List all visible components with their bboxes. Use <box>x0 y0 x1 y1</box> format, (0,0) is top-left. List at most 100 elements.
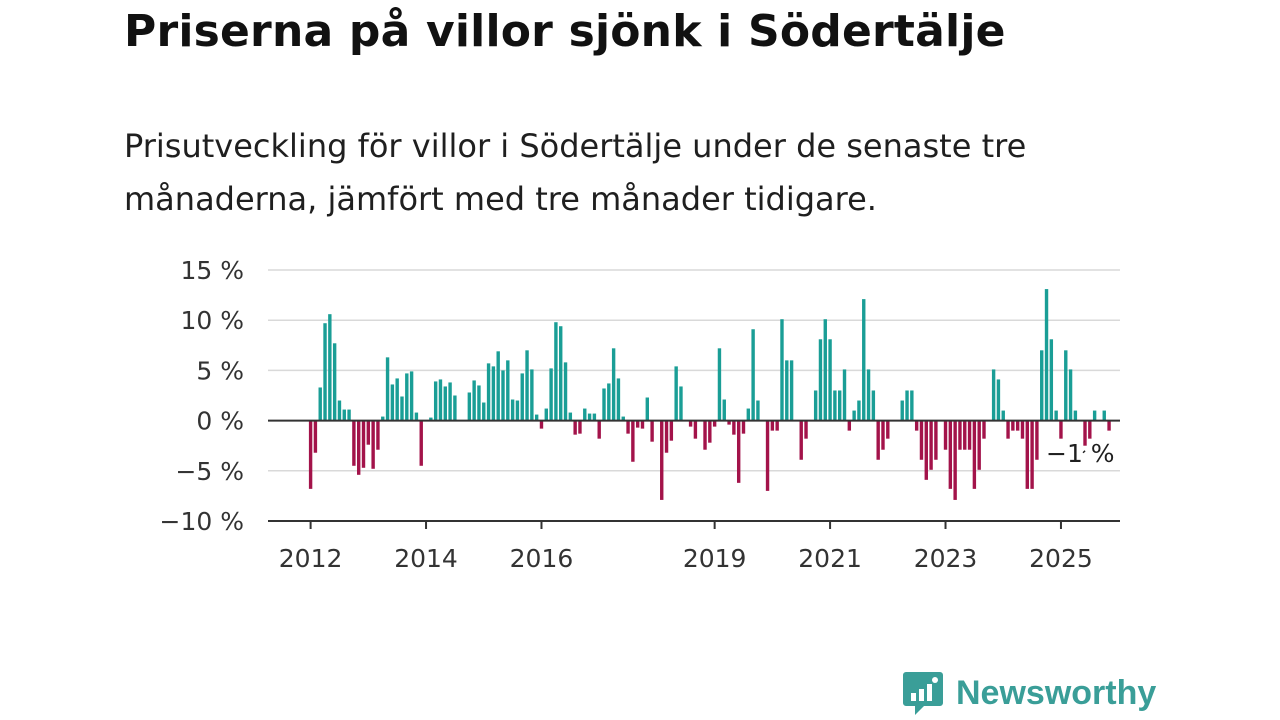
bar <box>443 386 447 421</box>
bar <box>881 420 885 450</box>
bar <box>409 371 414 421</box>
x-tick-label: 2019 <box>683 544 747 573</box>
bar <box>736 420 741 483</box>
bar <box>770 420 775 431</box>
bar <box>381 416 385 421</box>
bar <box>1020 420 1025 439</box>
bar <box>775 420 779 431</box>
bar <box>414 412 419 421</box>
bar <box>905 390 909 421</box>
bar <box>780 319 784 421</box>
y-tick-label: −5 % <box>175 457 244 486</box>
bar <box>1073 410 1078 421</box>
bar <box>963 420 967 450</box>
bar <box>708 420 712 443</box>
brand-name: Newsworthy <box>956 673 1157 712</box>
bar <box>587 413 592 421</box>
bar <box>328 314 332 421</box>
y-tick-label: 0 % <box>196 407 244 436</box>
y-tick-label: 5 % <box>196 356 244 385</box>
bar <box>910 390 914 421</box>
bar <box>866 369 871 421</box>
bar <box>799 420 803 460</box>
bar <box>1102 410 1106 421</box>
bar <box>405 373 409 421</box>
bar <box>308 420 313 489</box>
bar <box>525 350 529 421</box>
bar <box>1054 410 1058 421</box>
bar <box>1040 350 1044 421</box>
bar <box>318 387 322 421</box>
bar <box>563 362 568 421</box>
bar <box>727 420 731 425</box>
bar <box>693 420 698 439</box>
bar <box>862 299 866 421</box>
bar <box>515 400 520 421</box>
x-tick-label: 2014 <box>394 544 458 573</box>
bar <box>390 384 395 421</box>
bar <box>982 420 986 439</box>
bar <box>1030 420 1034 489</box>
bar <box>751 329 755 421</box>
bar <box>996 379 1001 421</box>
bar <box>342 409 346 421</box>
bar <box>376 420 380 450</box>
chart-title: Priserna på villor sjönk i Södertälje <box>124 6 1006 57</box>
bar <box>741 420 746 434</box>
bar <box>703 420 707 450</box>
bar <box>650 420 654 442</box>
bar <box>400 396 404 421</box>
latest-value-annotation: −1 % <box>1046 439 1115 468</box>
bar <box>486 363 491 421</box>
bar <box>991 369 996 421</box>
bar <box>934 420 938 460</box>
bar <box>972 420 977 489</box>
bar <box>1092 410 1097 421</box>
bar <box>429 417 433 421</box>
bar <box>943 420 948 450</box>
bar <box>1068 369 1073 421</box>
grid-lines <box>268 269 1120 472</box>
bar <box>818 339 823 421</box>
chart-subtitle: Prisutveckling för villor i Södertälje u… <box>124 127 1027 218</box>
bar <box>621 416 625 421</box>
axes <box>268 419 1120 529</box>
bar <box>520 373 524 421</box>
bars <box>308 289 1111 500</box>
bar <box>419 420 423 466</box>
bar <box>482 402 486 421</box>
bar <box>635 420 640 428</box>
bar <box>914 420 919 431</box>
bar <box>433 381 438 421</box>
bar <box>602 388 606 421</box>
bar <box>967 420 972 450</box>
brand: Newsworthy <box>902 670 1156 716</box>
bar <box>813 390 818 421</box>
bar <box>549 368 553 421</box>
bar <box>506 360 510 421</box>
bar <box>712 420 717 427</box>
x-tick-label: 2016 <box>510 544 574 573</box>
bar <box>313 420 318 453</box>
bar <box>357 420 361 475</box>
tick-labels: 15 % 10 % 5 % 0 % −5 % −10 % 2012 2014 2016 2019 2… <box>160 256 1115 573</box>
bar <box>640 420 645 429</box>
bar <box>554 322 558 421</box>
bar <box>366 420 371 445</box>
bar <box>669 420 674 441</box>
bar <box>1044 289 1049 421</box>
y-tick-label: 15 % <box>180 256 244 285</box>
bar <box>626 420 630 434</box>
bar <box>1025 420 1029 489</box>
bar <box>583 408 587 421</box>
bar <box>395 378 399 421</box>
bar <box>948 420 953 489</box>
bar <box>688 420 693 427</box>
bar <box>900 400 904 421</box>
x-tick-label: 2023 <box>914 544 978 573</box>
y-tick-label: 10 % <box>180 306 244 335</box>
bar <box>953 420 957 500</box>
bar <box>592 413 597 421</box>
bar <box>804 420 808 439</box>
